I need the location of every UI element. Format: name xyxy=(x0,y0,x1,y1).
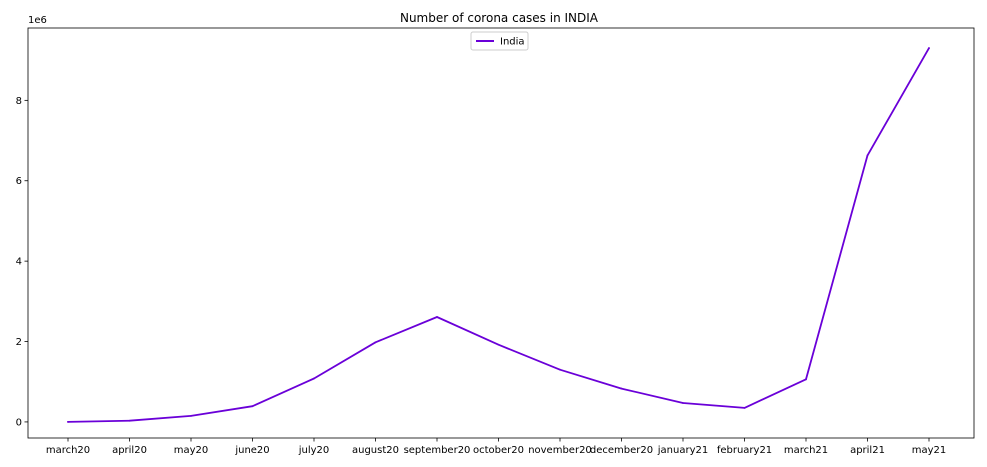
chart-title: Number of corona cases in INDIA xyxy=(400,11,599,25)
data-point-march20 xyxy=(67,421,69,423)
x-tick-label-april21: april21 xyxy=(850,445,885,456)
data-point-january21 xyxy=(682,402,684,404)
y-tick-label: 0 xyxy=(16,417,22,428)
data-point-october20 xyxy=(497,343,500,346)
data-point-september20 xyxy=(436,316,438,318)
x-tick-label-march21: march21 xyxy=(784,445,828,456)
data-point-may21 xyxy=(928,47,930,49)
x-tick-label-july20: july20 xyxy=(298,445,330,456)
data-point-august20 xyxy=(374,341,377,344)
data-point-april21 xyxy=(866,154,869,157)
x-tick-label-april20: april20 xyxy=(112,445,147,456)
data-point-february21 xyxy=(743,406,746,409)
data-point-july20 xyxy=(313,377,315,380)
y-tick-label: 4 xyxy=(16,257,22,268)
legend-label-india: India xyxy=(500,37,525,48)
x-tick-label-june20: june20 xyxy=(234,445,269,456)
x-tick-label-may21: may21 xyxy=(912,445,947,456)
x-tick-label-august20: august20 xyxy=(352,445,399,456)
data-point-june20 xyxy=(251,405,254,408)
legend-box xyxy=(470,31,529,51)
x-tick-label-march20: march20 xyxy=(46,445,90,456)
x-tick-label-january21: january21 xyxy=(657,445,708,456)
series-line-india xyxy=(67,47,930,423)
x-tick-label-october20: october20 xyxy=(473,445,524,456)
plot-frame xyxy=(27,27,975,439)
data-point-may20 xyxy=(190,414,192,417)
x-tick-label-february21: february21 xyxy=(717,445,772,456)
plot-area: 0 2 4 6 8 march20 april20 may20 june20 july20 augu… xyxy=(16,27,975,456)
y-axis-offset-label: 1e6 xyxy=(28,15,47,26)
x-tick-label-september20: september20 xyxy=(404,445,471,456)
data-point-april20 xyxy=(128,419,131,422)
data-point-december20 xyxy=(620,387,623,390)
x-tick-label-november20: november20 xyxy=(528,445,592,456)
data-point-november20 xyxy=(559,368,561,371)
x-tick-label-december20: december20 xyxy=(590,445,653,456)
data-point-march21 xyxy=(805,378,807,381)
y-tick-label: 6 xyxy=(16,176,22,187)
y-tick-label: 2 xyxy=(16,337,22,348)
x-tick-label-may20: may20 xyxy=(174,445,209,456)
y-tick-label: 8 xyxy=(16,96,22,107)
legend: India xyxy=(470,31,529,51)
